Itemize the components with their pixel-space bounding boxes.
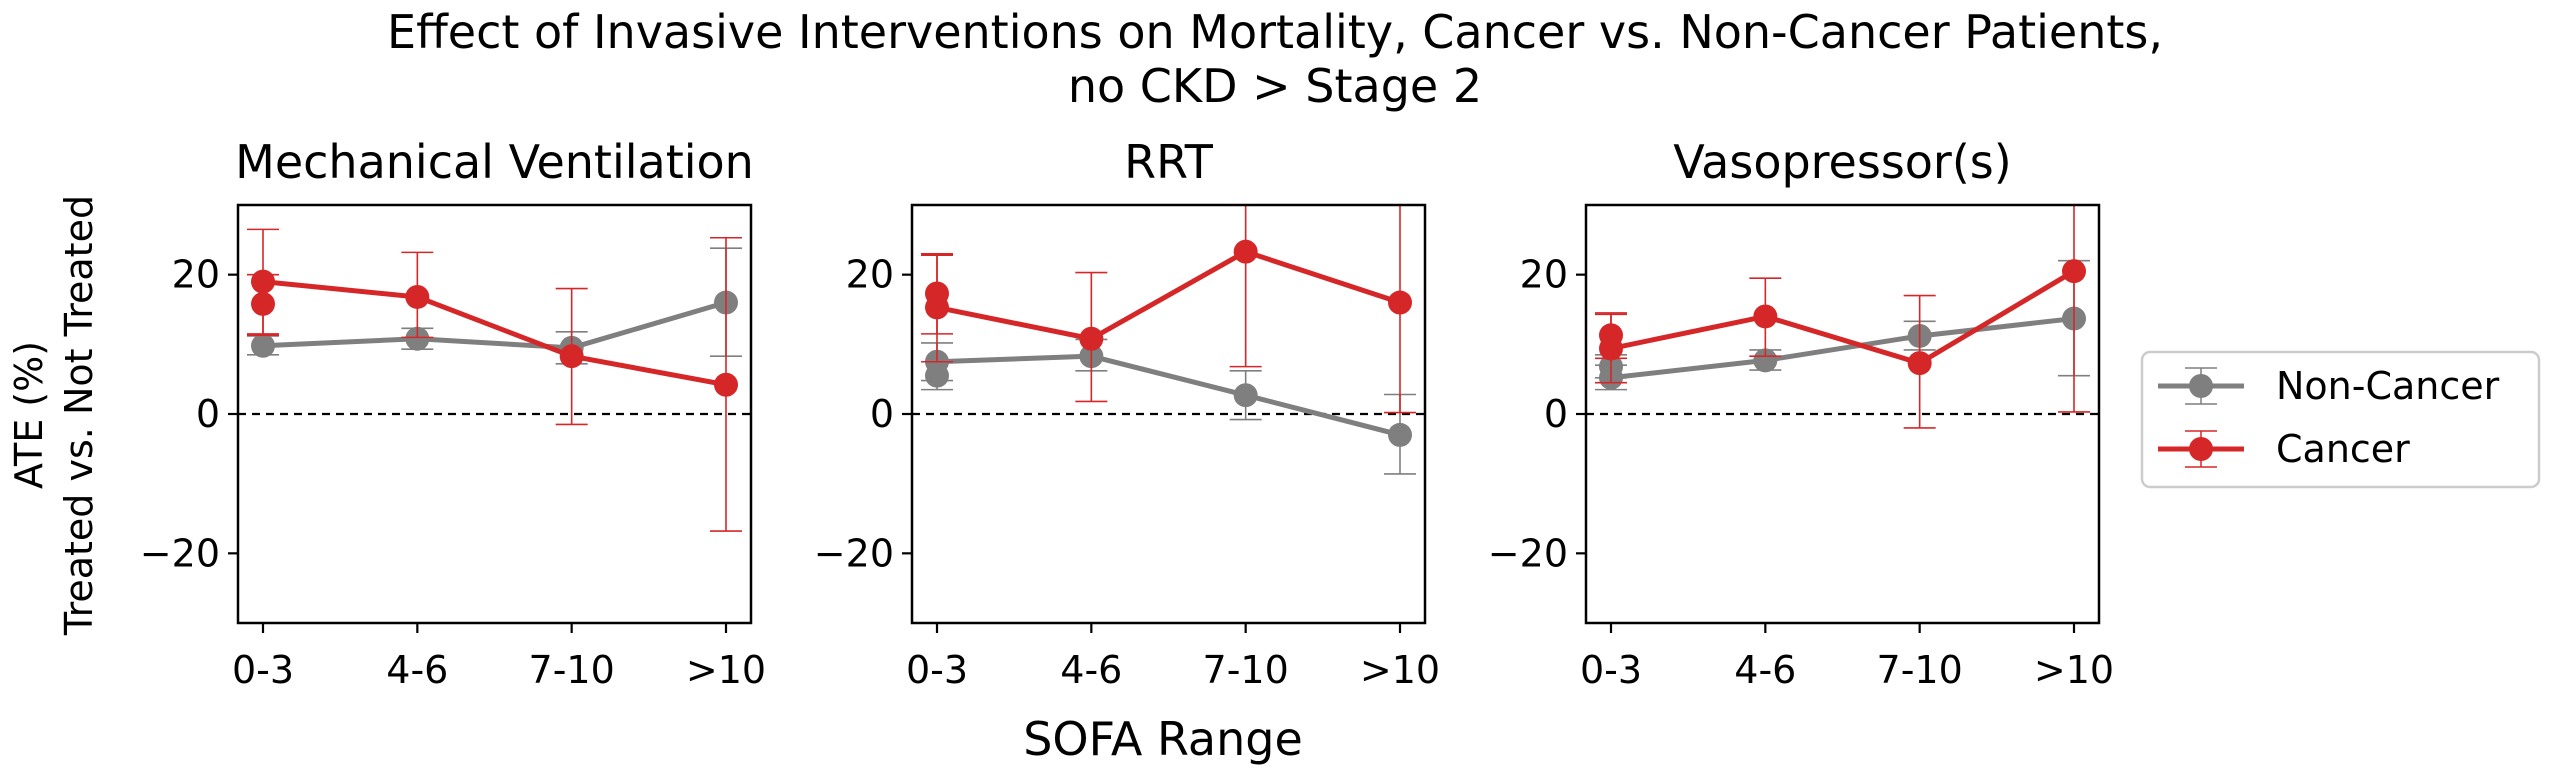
series-non-cancer-0 <box>247 247 742 365</box>
y-tick-label-mechanical-ventilation-1: 0 <box>196 392 220 436</box>
series-cancer-1 <box>1595 205 2090 429</box>
figure-title-line2: no CKD > Stage 2 <box>1068 59 1482 113</box>
x-tick-label-mechanical-ventilation-2: 7-10 <box>529 648 615 692</box>
y-tick-label-rrt-1: 0 <box>870 392 894 436</box>
data-point-cancer-1-2 <box>1233 239 1258 264</box>
data-point-non-cancer-0-3 <box>1388 422 1412 447</box>
y-tick-label-rrt-0: −20 <box>814 531 894 575</box>
series-cancer-1 <box>921 205 1416 414</box>
data-point-cancer-1-1 <box>1753 304 1778 329</box>
plot-area-vasopressor-s <box>1586 205 2099 429</box>
data-point-cancer-1-1 <box>1079 326 1104 351</box>
x-tick-label-vasopressor-s-0: 0-3 <box>1580 648 1642 692</box>
y-tick-label-vasopressor-s-1: 0 <box>1544 392 1568 436</box>
data-point-cancer-1-1 <box>405 284 430 309</box>
legend-entry-cancer: Cancer <box>2158 427 2410 471</box>
subplot-title-mechanical-ventilation: Mechanical Ventilation <box>235 135 754 189</box>
x-tick-label-rrt-1: 4-6 <box>1060 648 1122 692</box>
y-axis-label-line1: ATE (%) <box>7 341 51 489</box>
plot-area-rrt <box>912 205 1425 475</box>
series-cancer-3 <box>921 254 953 335</box>
y-tick-label-vasopressor-s-2: 20 <box>1520 253 1568 297</box>
series-non-cancer-0 <box>921 338 1416 475</box>
x-tick-label-vasopressor-s-3: >10 <box>2034 648 2114 692</box>
legend-entry-non-cancer: Non-Cancer <box>2158 364 2500 408</box>
data-point-cancer-3-0 <box>925 281 949 306</box>
data-point-cancer-1-3 <box>1388 290 1412 315</box>
series-line-cancer-1 <box>1610 269 2076 366</box>
data-point-non-cancer-0-1 <box>1753 348 1778 373</box>
y-tick-label-mechanical-ventilation-2: 20 <box>172 253 220 297</box>
x-tick-label-vasopressor-s-2: 7-10 <box>1877 648 1963 692</box>
data-point-cancer-2-0 <box>251 291 275 316</box>
series-non-cancer-0 <box>1595 259 2090 391</box>
panel-mechanical-ventilation: Mechanical Ventilation −20 0 20 0-3 4-6 7-10 >1… <box>140 135 766 692</box>
legend: Non-Cancer Cancer <box>2140 350 2541 489</box>
series-line-cancer-1 <box>262 279 727 388</box>
subplots: Mechanical Ventilation −20 0 20 0-3 4-6 7-10 >1… <box>140 135 2114 692</box>
data-point-non-cancer-0-0 <box>251 333 275 358</box>
data-point-non-cancer-2-0 <box>925 363 949 388</box>
data-point-cancer-2-0 <box>1599 323 1623 348</box>
series-line-cancer-1 <box>936 249 1401 342</box>
plot-area-mechanical-ventilation <box>238 228 751 532</box>
series-line-non-cancer-0 <box>262 300 727 351</box>
x-tick-label-mechanical-ventilation-0: 0-3 <box>232 648 294 692</box>
data-point-cancer-1-3 <box>714 372 738 397</box>
legend-marker-non-cancer <box>2189 374 2213 398</box>
panel-rrt: RRT −20 0 20 0-3 4-6 7-10 >10 <box>814 135 1440 692</box>
x-tick-label-rrt-3: >10 <box>1360 648 1440 692</box>
figure-title-line1: Effect of Invasive Interventions on Mort… <box>387 5 2163 59</box>
series-line-non-cancer-0 <box>936 353 1401 438</box>
y-axis-label-line2: Treated vs. Not Treated <box>57 195 101 636</box>
series-cancer-2 <box>247 273 279 337</box>
y-tick-label-mechanical-ventilation-0: −20 <box>140 531 220 575</box>
data-point-non-cancer-0-1 <box>405 326 430 351</box>
subplot-title-rrt: RRT <box>1124 135 1214 189</box>
x-tick-label-rrt-2: 7-10 <box>1203 648 1289 692</box>
legend-marker-cancer <box>2189 437 2213 461</box>
x-axis-label: SOFA Range <box>1023 712 1303 766</box>
x-tick-label-vasopressor-s-1: 4-6 <box>1734 648 1796 692</box>
x-tick-label-rrt-0: 0-3 <box>906 648 968 692</box>
data-point-cancer-1-2 <box>559 344 584 369</box>
series-line-non-cancer-0 <box>1610 316 2075 381</box>
legend-label-cancer: Cancer <box>2276 427 2410 471</box>
data-point-non-cancer-0-2 <box>1233 383 1258 408</box>
data-point-cancer-1-2 <box>1907 351 1932 376</box>
series-cancer-2 <box>1595 313 1627 360</box>
data-point-cancer-1-3 <box>2062 259 2086 284</box>
series-cancer-1 <box>247 228 742 532</box>
subplot-title-vasopressor-s: Vasopressor(s) <box>1673 135 2011 189</box>
y-tick-label-vasopressor-s-0: −20 <box>1488 531 1568 575</box>
y-tick-label-rrt-2: 20 <box>846 253 894 297</box>
legend-label-non-cancer: Non-Cancer <box>2276 364 2500 408</box>
panel-vasopressor-s: Vasopressor(s) −20 0 20 0-3 4-6 7-10 >10 <box>1488 135 2114 692</box>
x-tick-label-mechanical-ventilation-1: 4-6 <box>386 648 448 692</box>
x-tick-label-mechanical-ventilation-3: >10 <box>686 648 766 692</box>
